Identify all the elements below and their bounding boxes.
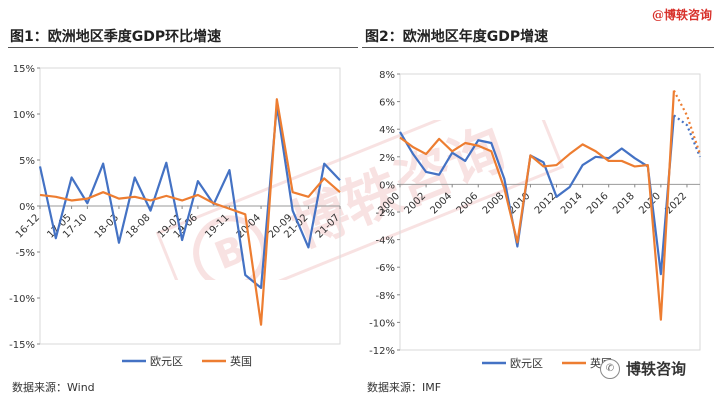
y-tick-label: -4% [376,236,395,247]
chart1-source: 数据来源：Wind [12,381,95,394]
series-line-uk [39,98,341,326]
series-line-eurozone [399,115,676,276]
wechat-icon: ✆ [600,358,620,379]
series-forecast-eurozone [673,114,702,158]
y-tick-label: 15% [13,64,35,75]
legend-label: 英国 [230,354,252,368]
wechat-badge: ✆ 博轶咨询 [600,358,686,379]
y-tick-label: 0% [379,180,395,191]
chart2-annual-gdp: 8%6%4%2%0%-2%-4%-6%-8%-10%-12%2000 2002 20… [369,70,702,370]
y-tick-label: 5% [19,156,35,167]
x-tick-label: 2004 [429,191,455,217]
x-tick-label: 2014 [559,191,585,217]
y-tick-label: -8% [376,291,395,302]
y-tick-label: -5% [16,248,35,259]
wechat-account-name: 博轶咨询 [626,360,687,378]
x-tick-label: 2002 [402,191,428,217]
chart2-title: 图2：欧洲地区年度GDP增速 [365,29,549,45]
y-tick-label: -6% [376,263,395,274]
x-tick-label: 21-07 [314,212,342,240]
x-tick-label: 2018 [611,191,637,217]
y-tick-label: 4% [379,125,395,136]
y-tick-label: -15% [9,340,35,351]
chart2-source: 数据来源：IMF [367,381,442,394]
x-tick-label: 16-12 [14,212,42,240]
y-tick-label: -12% [369,346,395,357]
y-tick-label: -10% [9,294,35,305]
title-divider-left [8,47,358,48]
plot-frame [399,73,701,351]
legend-label: 欧元区 [510,357,543,370]
y-tick-label: 10% [13,110,35,121]
x-tick-label: 2008 [481,191,507,217]
series-forecast-uk [672,90,702,155]
x-tick-label: 2006 [455,191,481,217]
y-tick-label: 8% [379,70,395,81]
y-tick-label: 0% [19,202,35,213]
y-tick-label: -2% [376,208,395,219]
y-tick-label: -10% [369,318,395,329]
x-tick-label: 18-08 [124,212,152,240]
y-tick-label: 6% [379,98,395,109]
legend-label: 欧元区 [150,355,183,368]
brand-label: @博轶咨询 [651,8,712,22]
chart1-title: 图1：欧洲地区季度GDP环比增速 [10,29,222,45]
x-tick-label: 2016 [585,191,611,217]
series-line-uk [399,90,676,321]
y-tick-label: 2% [379,153,395,164]
x-tick-label: 19-11 [203,212,231,240]
title-divider-right [362,47,714,48]
